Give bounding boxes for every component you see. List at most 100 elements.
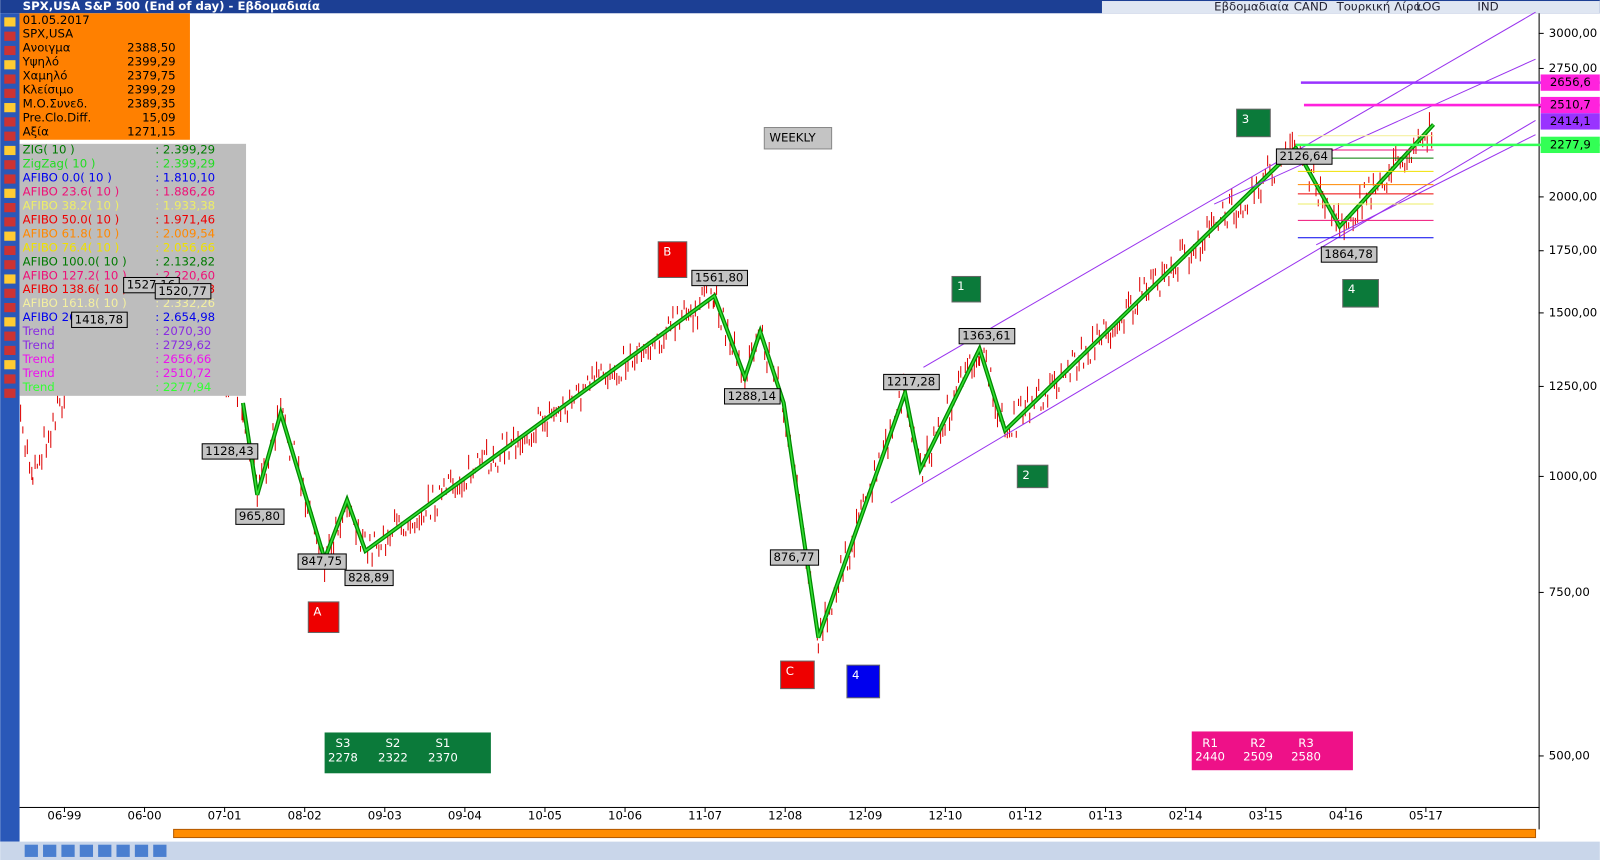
indicator-value: : 2277,94 xyxy=(155,380,211,394)
indicator-name: Trend xyxy=(22,324,55,338)
toolbar-item: Τουρκική Λίρα xyxy=(1336,0,1422,14)
tool-icon xyxy=(4,145,16,156)
zigzag xyxy=(240,123,1436,639)
indicator-name: AFIBO 161.8( 10 ) xyxy=(23,296,127,310)
indicator-value: : 2656,66 xyxy=(155,352,211,366)
annotation-box xyxy=(297,553,347,570)
wave-label: C xyxy=(786,664,794,678)
date-label: 10-06 xyxy=(608,809,642,823)
indicator-name: ZigZag( 10 ) xyxy=(23,156,96,170)
tool-icon xyxy=(116,844,130,857)
price-annotation: 1520,77 xyxy=(158,284,206,298)
indicator-name: AFIBO 127.2( 10 ) xyxy=(23,268,127,282)
date-label: 03-15 xyxy=(1249,809,1283,823)
tool-icon xyxy=(4,374,16,384)
indicator-name: Trend xyxy=(22,380,55,394)
tool-icon xyxy=(4,160,16,170)
info-label: Κλείσιμο xyxy=(23,82,74,96)
pivot-name: S2 xyxy=(386,736,401,750)
tool-icon xyxy=(4,388,16,398)
tool-icon xyxy=(4,88,16,98)
price-annotation: 1363,61 xyxy=(962,329,1010,343)
info-label: Χαμηλό xyxy=(23,68,68,82)
price-annotation: 876,77 xyxy=(773,550,814,564)
wave-box xyxy=(1016,464,1049,489)
indicator-name: AFIBO 61.8( 10 ) xyxy=(23,226,120,240)
wave-box xyxy=(1342,279,1379,308)
channel-line xyxy=(923,11,1536,368)
info-label: Αξία xyxy=(23,124,50,138)
pivot-value: 2278 xyxy=(328,750,358,764)
date-label: 01-12 xyxy=(1008,809,1042,823)
tool-icon xyxy=(4,174,16,184)
price-annotation: 1217,28 xyxy=(887,375,935,389)
info-label: Ανοιγμα xyxy=(23,40,71,54)
tool-icon xyxy=(4,345,16,356)
toolbar-item: IND xyxy=(1477,0,1498,14)
channel-line xyxy=(1315,134,1536,246)
tool-icon xyxy=(4,231,16,241)
price-label: 1000,00 xyxy=(1549,469,1597,483)
date-label: 12-08 xyxy=(768,809,802,823)
annotation-box xyxy=(1275,148,1333,165)
wave-label: 3 xyxy=(1242,112,1249,126)
scrollbar[interactable] xyxy=(173,828,1537,839)
indicator-name: AFIBO 23.6( 10 ) xyxy=(23,184,120,198)
indicator-name: Trend xyxy=(22,352,55,366)
pivot-value: 2440 xyxy=(1195,749,1225,763)
wave-label: A xyxy=(313,605,321,619)
indicator-name: AFIBO 0.0( 10 ) xyxy=(23,170,112,184)
tool-icon xyxy=(4,245,16,256)
indicator-name: ZIG( 10 ) xyxy=(23,142,75,156)
indicator-value: : 2.009,54 xyxy=(155,226,215,240)
date-label: 12-10 xyxy=(928,809,962,823)
date-label: 09-04 xyxy=(448,809,482,823)
indicator-name: Trend xyxy=(22,366,55,380)
trend-label: 2510,7 xyxy=(1550,98,1591,112)
tool-icon xyxy=(4,60,16,70)
date-label: 08-02 xyxy=(288,809,322,823)
date-label: 06-00 xyxy=(128,809,162,823)
indicator-value: : 1.933,38 xyxy=(155,198,215,212)
date-label: 02-14 xyxy=(1169,809,1203,823)
info-value: 2388,50 xyxy=(127,40,175,54)
annotation-box xyxy=(691,269,748,287)
trend-label-box xyxy=(1540,96,1600,114)
pivot-value: 2370 xyxy=(428,750,458,764)
wave-box xyxy=(1236,108,1271,138)
wave-box xyxy=(951,275,982,303)
support-box xyxy=(324,732,491,774)
price-annotation: 828,89 xyxy=(348,570,389,584)
price-label: 1750,00 xyxy=(1549,243,1597,257)
price-annotation: 2126,64 xyxy=(1279,149,1327,163)
pivot-name: S3 xyxy=(336,736,351,750)
wave-box xyxy=(780,660,815,690)
pivot-name: S1 xyxy=(435,736,450,750)
tool-icon xyxy=(79,844,94,857)
indicator-name: Trend xyxy=(22,338,55,352)
tool-icon xyxy=(4,17,16,27)
indicator-value: : 2729,62 xyxy=(155,338,211,352)
bottom-toolbar[interactable] xyxy=(0,841,1600,860)
wave-box xyxy=(657,241,688,278)
indicator-value: : 1.810,10 xyxy=(155,170,215,184)
pivot-name: R1 xyxy=(1202,736,1218,750)
tool-icon xyxy=(4,203,16,213)
trend-label-box xyxy=(1540,113,1600,130)
indicator-name: AFIBO 50.0( 10 ) xyxy=(23,212,120,226)
tool-icon xyxy=(4,45,16,56)
indicator-panel xyxy=(19,143,247,396)
tool-icon xyxy=(4,31,16,41)
wave-box xyxy=(846,664,881,699)
info-label: Pre.Clo.Diff. xyxy=(23,110,92,124)
date-label: 12-09 xyxy=(848,809,882,823)
tool-icon xyxy=(4,217,16,227)
tool-icon xyxy=(24,844,38,857)
date-label: 05-17 xyxy=(1409,809,1443,823)
tool-icon xyxy=(4,317,16,327)
price-annotation: 1128,43 xyxy=(205,444,253,458)
trend-label-box xyxy=(1540,136,1600,154)
tool-icon xyxy=(4,74,16,84)
toolbar-item: LOG xyxy=(1416,0,1440,14)
